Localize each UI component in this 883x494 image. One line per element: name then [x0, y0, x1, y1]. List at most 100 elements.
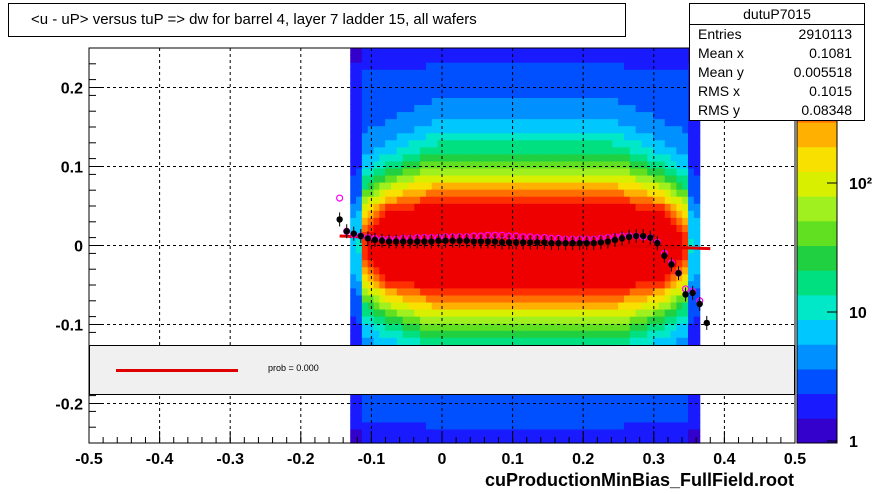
heat-cell: [536, 393, 544, 402]
heat-cell: [414, 273, 421, 282]
heat-cell: [577, 210, 584, 218]
heat-cell: [606, 428, 613, 437]
color-scale-segment: [797, 245, 837, 271]
heat-cell: [472, 97, 479, 106]
heat-cell: [513, 132, 520, 141]
heat-cell: [350, 421, 357, 430]
heat-cell: [373, 146, 380, 155]
heat-cell: [361, 97, 369, 106]
heat-cell: [350, 238, 357, 247]
heat-cell: [431, 308, 439, 317]
heat-cell: [501, 76, 509, 84]
grid: [89, 48, 795, 443]
heat-cell: [612, 132, 619, 141]
heat-cell: [676, 139, 683, 148]
heat-cell: [548, 217, 555, 225]
heat-cell: [420, 245, 427, 254]
heat-cell: [623, 104, 631, 113]
heat-cell: [431, 337, 439, 345]
heat-cell: [484, 273, 491, 282]
heat-cell: [594, 160, 602, 169]
heat-cell: [495, 125, 503, 134]
heat-cell: [466, 259, 474, 268]
heat-cell: [408, 210, 415, 218]
heat-cell: [577, 118, 584, 127]
heat-cell: [618, 167, 625, 176]
heat-cell: [513, 62, 520, 70]
heat-cell: [664, 146, 672, 155]
heat-cell: [420, 414, 427, 423]
heat-cell: [548, 125, 555, 134]
heat-cell: [361, 266, 369, 275]
heat-cell: [577, 308, 584, 317]
heat-cell: [635, 337, 643, 345]
heat-cell: [554, 421, 561, 430]
profile-black-point: [682, 291, 689, 298]
heat-cell: [402, 111, 410, 120]
heat-cell: [460, 132, 468, 141]
heat-cell: [688, 146, 695, 155]
heat-cell: [594, 224, 602, 232]
heat-cell: [688, 132, 695, 141]
heat-cell: [396, 182, 404, 190]
heat-cell: [513, 266, 520, 275]
heat-cell: [361, 231, 369, 240]
heat-cell: [571, 132, 578, 141]
heat-cell: [495, 76, 503, 84]
heat-cell: [623, 167, 631, 176]
heat-cell: [495, 189, 503, 197]
heat-cell: [589, 167, 596, 176]
heat-cell: [589, 330, 596, 338]
profile-black-point: [392, 238, 400, 245]
heat-cell: [658, 62, 666, 70]
heat-cell: [495, 428, 503, 437]
heat-cell: [472, 104, 479, 113]
heat-cell: [449, 407, 456, 416]
heat-cell: [478, 111, 485, 120]
heat-cell: [495, 132, 503, 141]
heat-cell: [565, 146, 573, 155]
heat-cell: [379, 146, 386, 155]
heat-cell: [379, 174, 386, 183]
heat-cell: [612, 435, 619, 444]
heat-cell: [600, 245, 608, 254]
heat-cell: [396, 111, 404, 120]
heat-cell: [408, 245, 415, 254]
heat-cell: [350, 104, 357, 113]
heat-cell: [455, 337, 462, 345]
heat-cell: [519, 153, 526, 162]
heat-cell: [478, 69, 485, 77]
heat-cell: [361, 153, 369, 162]
heat-cell: [536, 132, 544, 141]
heat-cell: [390, 337, 398, 345]
heat-cell: [589, 337, 596, 345]
heat-cell: [612, 90, 619, 98]
heat-cell: [385, 118, 392, 127]
stats-label: Entries: [698, 26, 742, 42]
heat-cell: [425, 104, 433, 113]
heat-cell: [641, 210, 648, 218]
heat-cell: [513, 316, 520, 324]
heat-cell: [431, 245, 439, 254]
heat-cell: [565, 118, 573, 127]
heat-cell: [577, 231, 584, 240]
heat-cell: [577, 174, 584, 183]
heat-cell: [536, 217, 544, 225]
heat-cell: [676, 231, 683, 240]
heat-cell: [548, 90, 555, 98]
heat-cell: [693, 428, 701, 437]
heat-cell: [653, 167, 660, 176]
heat-cell: [373, 118, 380, 127]
heat-cell: [606, 196, 613, 204]
heat-cell: [507, 62, 514, 70]
heat-cell: [361, 104, 369, 113]
heat-cell: [629, 273, 637, 282]
heat-cell: [589, 308, 596, 317]
heat-cell: [670, 428, 677, 437]
heat-cell: [565, 280, 573, 289]
heat-cell: [583, 104, 590, 113]
heat-cell: [670, 323, 677, 331]
heat-cell: [530, 252, 538, 261]
heat-cell: [414, 224, 421, 232]
heat-cell: [589, 55, 596, 63]
